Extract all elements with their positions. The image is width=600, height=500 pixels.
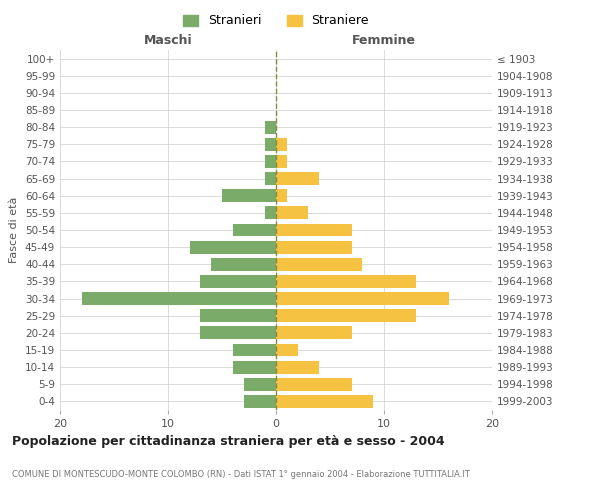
Bar [276,240,352,254]
Bar [211,258,276,270]
Bar [276,360,319,374]
Text: Maschi: Maschi [143,34,193,46]
Bar [276,258,362,270]
Bar [276,326,352,340]
Bar [276,378,352,390]
Bar [200,326,276,340]
Bar [276,310,416,322]
Bar [200,275,276,288]
Bar [276,292,449,305]
Bar [276,206,308,220]
Bar [233,360,276,374]
Bar [276,172,319,185]
Bar [82,292,276,305]
Text: Femmine: Femmine [352,34,416,46]
Bar [276,190,287,202]
Bar [244,395,276,408]
Bar [265,155,276,168]
Bar [265,172,276,185]
Bar [200,310,276,322]
Bar [276,395,373,408]
Bar [233,224,276,236]
Y-axis label: Fasce di età: Fasce di età [10,197,19,263]
Bar [276,275,416,288]
Bar [244,378,276,390]
Bar [190,240,276,254]
Bar [276,224,352,236]
Bar [276,138,287,150]
Bar [265,120,276,134]
Legend: Stranieri, Straniere: Stranieri, Straniere [178,10,374,32]
Bar [265,138,276,150]
Text: COMUNE DI MONTESCUDO-MONTE COLOMBO (RN) - Dati ISTAT 1° gennaio 2004 - Elaborazi: COMUNE DI MONTESCUDO-MONTE COLOMBO (RN) … [12,470,470,479]
Text: Popolazione per cittadinanza straniera per età e sesso - 2004: Popolazione per cittadinanza straniera p… [12,435,445,448]
Bar [276,344,298,356]
Bar [222,190,276,202]
Bar [233,344,276,356]
Bar [265,206,276,220]
Bar [276,155,287,168]
